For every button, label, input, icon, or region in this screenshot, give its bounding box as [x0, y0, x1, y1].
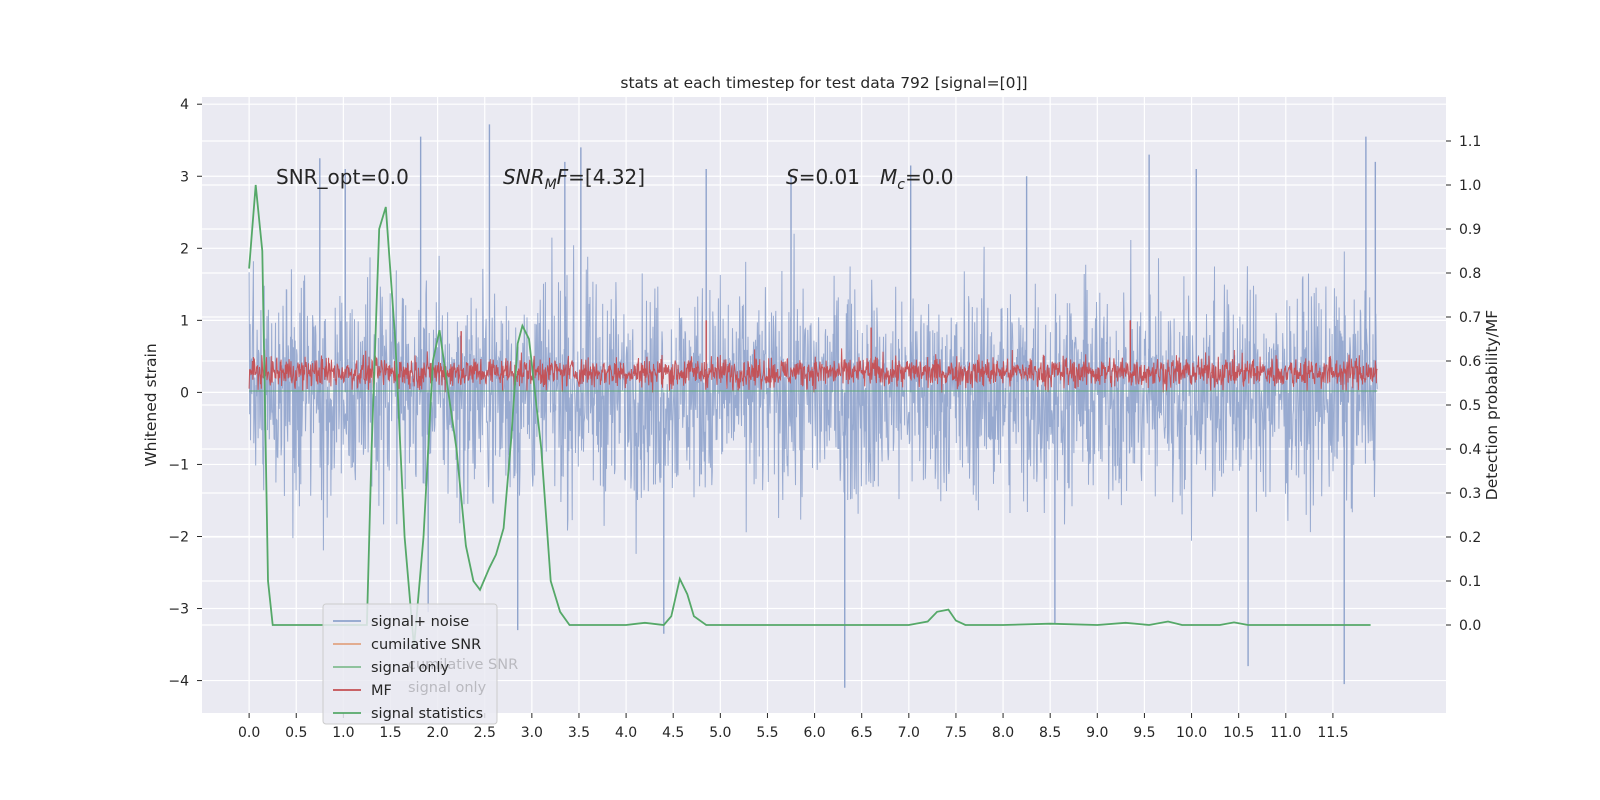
y-right-axis-ticks: 1.1 1.0 0.9 0.8 0.7 0.6 0.5 0.4 0.3 0.2 0.1 0.0 [1446, 134, 1481, 634]
y-tick-label: 2 [180, 241, 189, 257]
y-right-tick-label: 0.8 [1459, 266, 1481, 282]
x-tick-label: 10.5 [1223, 725, 1254, 741]
x-tick-label: 11.5 [1317, 725, 1348, 741]
annotation-snr-opt: SNR_opt=0.0 [276, 165, 409, 189]
y-right-tick-label: 0.4 [1459, 442, 1481, 458]
legend-ghost-label: cumilative SNR [408, 657, 518, 673]
annotation-snr-mf: SNRMF=[4.32] [503, 165, 645, 193]
legend-box [322, 603, 498, 725]
chart-title: stats at each timestep for test data 792… [620, 74, 1027, 92]
y-right-axis-label: Detection probability/MF [1483, 310, 1501, 501]
series-mf [248, 348, 1378, 393]
x-tick-label: 1.5 [379, 725, 401, 741]
x-tick-label: 11.0 [1270, 725, 1301, 741]
y-right-tick-label: 0.6 [1459, 354, 1481, 370]
y-right-tick-label: 1.0 [1459, 178, 1481, 194]
s-value: =0.01 [799, 165, 860, 189]
x-tick-label: 7.5 [945, 725, 967, 741]
snr-mf-value: =[4.32] [568, 165, 645, 189]
x-tick-label: 8.5 [1039, 725, 1061, 741]
y-tick-label: 4 [180, 97, 189, 113]
y-tick-label: −1 [168, 457, 189, 473]
x-tick-label: 2.0 [426, 725, 448, 741]
legend-label: MF [371, 683, 392, 699]
x-tick-label: 4.5 [662, 725, 684, 741]
x-tick-label: 5.0 [709, 725, 731, 741]
legend-label: signal+ noise [371, 614, 469, 630]
legend-label: signal statistics [371, 706, 483, 722]
legend-label: cumilative SNR [371, 637, 481, 653]
x-tick-label: 9.5 [1133, 725, 1155, 741]
x-tick-label: 3.0 [521, 725, 543, 741]
y-axis-ticks: 4 3 2 1 0 −1 −2 −3 −4 [168, 97, 202, 690]
y-tick-label: 3 [180, 169, 189, 185]
s-label: S [786, 165, 799, 189]
x-tick-label: 9.0 [1086, 725, 1108, 741]
x-tick-label: 5.5 [756, 725, 778, 741]
x-tick-label: 8.0 [992, 725, 1014, 741]
x-tick-label: 6.0 [803, 725, 825, 741]
x-tick-label: 4.0 [615, 725, 637, 741]
y-right-tick-label: 0.0 [1459, 618, 1481, 634]
x-tick-label: 0.5 [285, 725, 307, 741]
y-axis-label: Whitened strain [142, 343, 160, 466]
series-signal-statistics [248, 184, 1371, 648]
snr-mf-main: SNR [503, 165, 545, 189]
y-tick-label: 0 [180, 385, 189, 401]
x-tick-label: 10.0 [1176, 725, 1207, 741]
y-tick-label: −4 [168, 674, 189, 690]
y-right-tick-label: 0.9 [1459, 222, 1481, 238]
mc-main: M [880, 165, 897, 189]
annotation-mc: Mc=0.0 [880, 165, 954, 193]
x-tick-label: 3.5 [568, 725, 590, 741]
x-tick-label: 0.0 [238, 725, 260, 741]
x-tick-label: 1.0 [332, 725, 354, 741]
mc-sub: c [897, 177, 905, 193]
y-tick-label: −2 [168, 529, 189, 545]
x-tick-label: 2.5 [474, 725, 496, 741]
series-layer [248, 124, 1378, 688]
y-right-tick-label: 0.5 [1459, 398, 1481, 414]
y-right-tick-label: 1.1 [1459, 134, 1481, 150]
legend-label: signal only [371, 660, 450, 676]
y-right-tick-label: 0.2 [1459, 530, 1481, 546]
x-axis-ticks: 0.0 0.5 1.0 1.5 2.0 2.5 3.0 3.5 4.0 4.5 5.0 5.5 6.0 6… [238, 713, 1348, 741]
y-right-tick-label: 0.7 [1459, 310, 1481, 326]
snr-mf-sub: M [545, 177, 557, 193]
annotation-s: S=0.01 [786, 165, 860, 189]
legend-ghost-label: signal only [408, 680, 487, 696]
y-tick-label: −3 [168, 602, 189, 618]
x-tick-label: 6.5 [851, 725, 873, 741]
y-right-tick-label: 0.3 [1459, 486, 1481, 502]
mc-value: =0.0 [905, 165, 954, 189]
y-tick-label: 1 [180, 313, 189, 329]
x-tick-label: 7.0 [898, 725, 920, 741]
snr-mf-tail: F [557, 165, 569, 189]
y-right-tick-label: 0.1 [1459, 574, 1481, 590]
